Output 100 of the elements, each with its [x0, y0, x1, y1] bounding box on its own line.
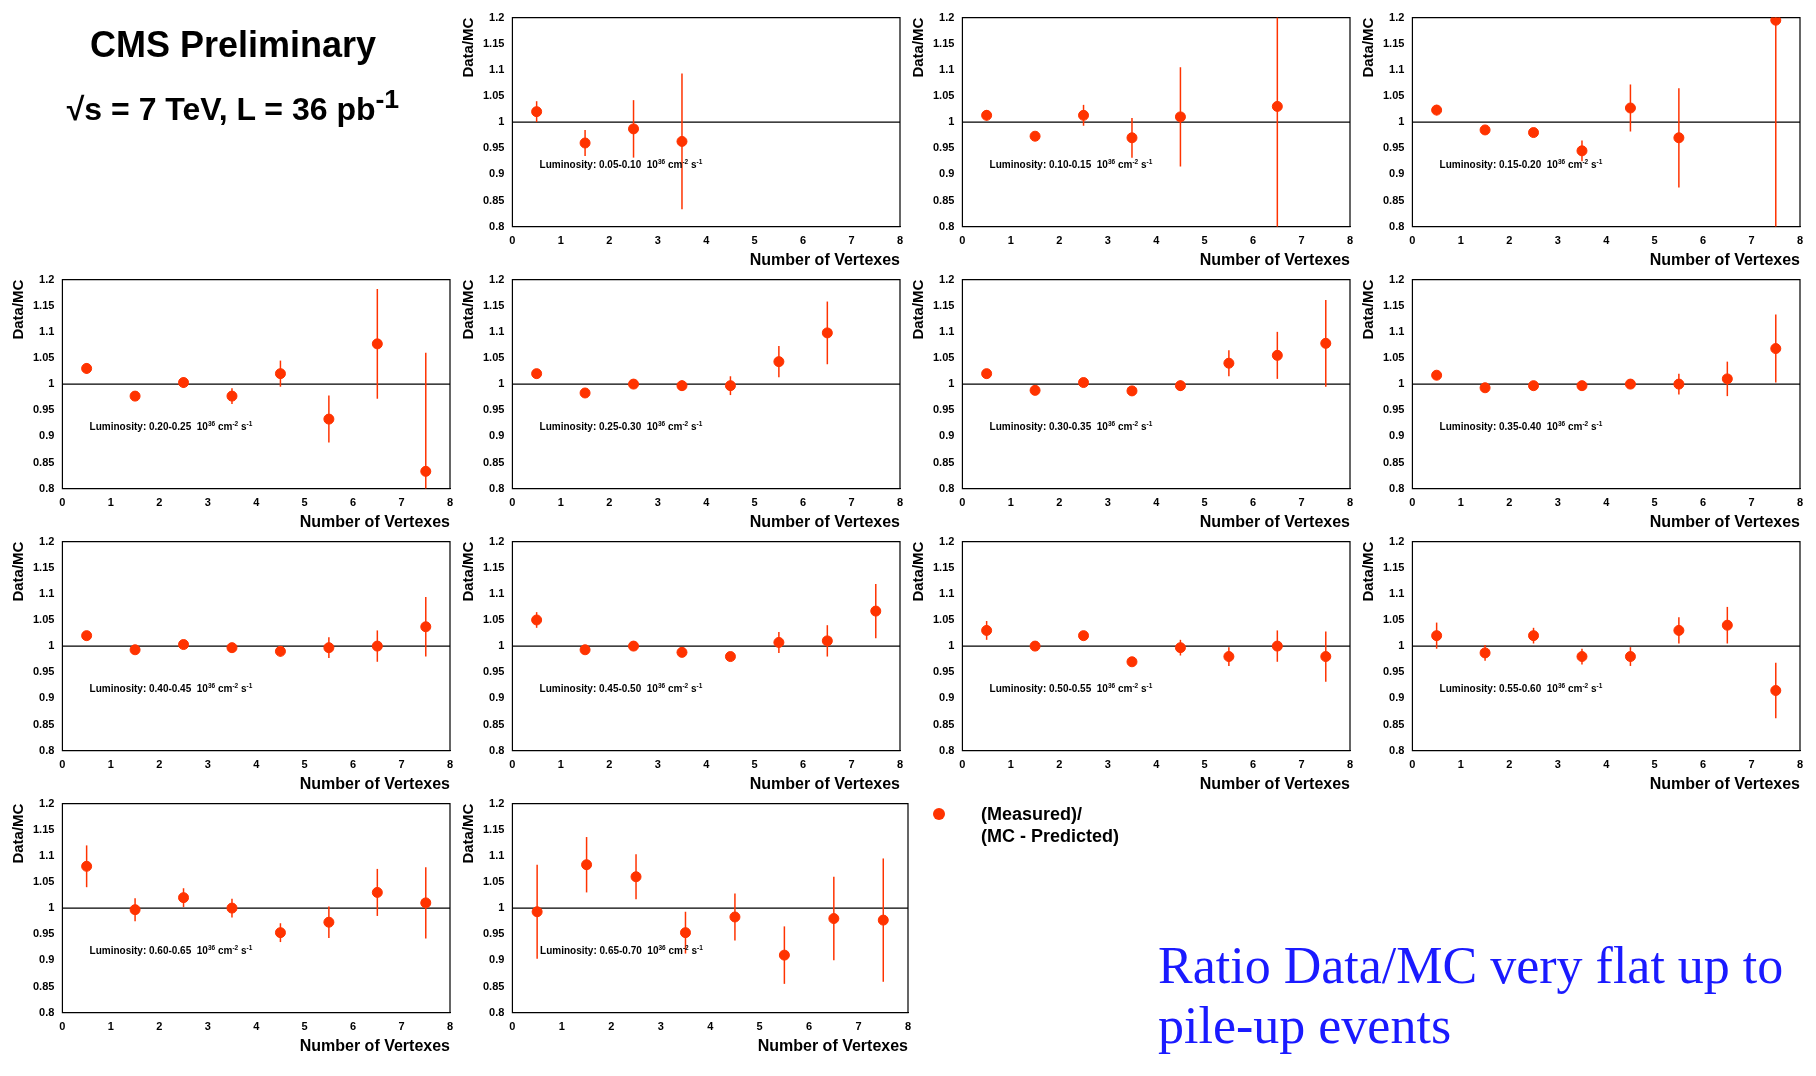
y-tick-label: 1.15 — [32, 298, 55, 311]
y-axis-title: Data/MC — [909, 279, 927, 340]
y-tick-label: 1.1 — [1389, 324, 1405, 337]
y-tick-label: 1.15 — [482, 298, 505, 311]
y-tick-label: 0.85 — [482, 717, 505, 730]
y-tick-label: 1.1 — [489, 62, 505, 75]
y-tick-label: 1.05 — [32, 351, 55, 364]
x-tick-label: 1 — [107, 1020, 114, 1033]
y-tick-label: 1 — [1398, 639, 1405, 652]
y-tick-label: 0.8 — [939, 219, 955, 232]
y-tick-label: 0.95 — [482, 665, 505, 678]
y-tick-label: 0.85 — [932, 455, 955, 468]
y-tick-label: 1.05 — [482, 351, 505, 364]
y-tick-label: 0.9 — [939, 167, 955, 180]
y-tick-label: 1.1 — [489, 586, 505, 599]
y-tick-label: 0.9 — [489, 691, 505, 704]
x-tick-label: 1 — [107, 758, 114, 771]
x-tick-label: 0 — [1409, 234, 1416, 247]
y-tick-label: 1.2 — [1389, 534, 1405, 547]
x-tick-label: 5 — [751, 758, 758, 771]
x-tick-label: 5 — [1651, 758, 1658, 771]
y-axis-title: Data/MC — [1359, 17, 1377, 78]
y-tick-label: 0.85 — [482, 455, 505, 468]
x-tick-label: 6 — [1250, 496, 1257, 509]
y-tick-label: 1.05 — [32, 875, 55, 888]
x-tick-label: 0 — [959, 496, 966, 509]
y-tick-label: 1.05 — [1382, 613, 1405, 626]
x-tick-label: 8 — [446, 1020, 454, 1033]
y-tick-label: 1 — [48, 901, 55, 914]
text: √s = 7 TeV, L = 36 pb$^{-1}$ — [66, 84, 400, 128]
x-tick-label: 3 — [204, 1020, 211, 1033]
y-tick-label: 0.9 — [39, 429, 55, 442]
y-tick-label: 1.1 — [39, 848, 55, 861]
y-tick-label: 1.1 — [489, 324, 505, 337]
x-tick-label: 2 — [1056, 758, 1063, 771]
x-tick-label: 6 — [806, 1020, 813, 1033]
x-axis-title: Number of Vertexes — [749, 774, 901, 792]
y-tick-label: 1.05 — [482, 875, 505, 888]
x-tick-label: 6 — [350, 758, 357, 771]
y-tick-label: 1.2 — [39, 534, 55, 547]
y-tick-label: 1.2 — [489, 796, 505, 809]
y-tick-label: 1.1 — [1389, 62, 1405, 75]
y-tick-label: 0.95 — [482, 141, 505, 154]
y-tick-label: 0.85 — [32, 717, 55, 730]
y-tick-label: 0.9 — [39, 691, 55, 704]
x-tick-label: 6 — [1700, 234, 1707, 247]
y-tick-label: 1.1 — [1389, 586, 1405, 599]
y-tick-label: 1.2 — [1389, 10, 1405, 23]
x-tick-label: 6 — [1700, 496, 1707, 509]
y-tick-label: 1.15 — [1382, 560, 1405, 573]
y-tick-label: 1.05 — [32, 613, 55, 626]
y-tick-label: 1 — [1398, 115, 1405, 128]
y-tick-label: 1.15 — [932, 298, 955, 311]
x-tick-label: 6 — [1700, 758, 1707, 771]
y-axis-title: Data/MC — [9, 803, 27, 864]
x-tick-label: 2 — [606, 496, 613, 509]
y-tick-label: 1.2 — [939, 272, 955, 285]
y-tick-label: 1.15 — [482, 822, 505, 835]
y-tick-label: 1.2 — [1389, 272, 1405, 285]
x-tick-label: 3 — [1104, 496, 1111, 509]
x-axis-title: Number of Vertexes — [749, 250, 901, 268]
x-tick-label: 2 — [156, 758, 163, 771]
y-tick-label: 1 — [1398, 377, 1405, 390]
y-tick-label: 0.95 — [1382, 141, 1405, 154]
y-tick-label: 0.9 — [489, 167, 505, 180]
x-tick-label: 7 — [855, 1020, 862, 1033]
y-tick-label: 0.95 — [32, 665, 55, 678]
x-tick-label: 1 — [1007, 496, 1014, 509]
x-tick-label: 5 — [751, 234, 758, 247]
x-tick-label: 1 — [1457, 758, 1464, 771]
x-tick-label: 8 — [1346, 758, 1354, 771]
y-tick-label: 1.2 — [489, 272, 505, 285]
x-tick-label: 8 — [1796, 234, 1804, 247]
x-axis-title: Number of Vertexes — [299, 774, 451, 792]
x-tick-label: 8 — [904, 1020, 912, 1033]
y-tick-label: 0.8 — [489, 219, 505, 232]
x-tick-label: 5 — [1651, 234, 1658, 247]
y-tick-label: 0.85 — [482, 193, 505, 206]
x-tick-label: 7 — [1298, 496, 1305, 509]
x-tick-label: 3 — [654, 758, 661, 771]
y-tick-label: 0.9 — [939, 691, 955, 704]
x-tick-label: 8 — [896, 496, 904, 509]
x-tick-label: 6 — [800, 234, 807, 247]
x-tick-label: 3 — [1554, 234, 1561, 247]
y-tick-label: 0.95 — [932, 665, 955, 678]
x-axis-title: Number of Vertexes — [1199, 512, 1351, 530]
y-axis-title: Data/MC — [9, 541, 27, 602]
x-tick-label: 2 — [1056, 496, 1063, 509]
x-tick-label: 0 — [1409, 758, 1416, 771]
y-tick-label: 1.15 — [32, 560, 55, 573]
y-tick-label: 1.05 — [482, 89, 505, 102]
x-tick-label: 1 — [557, 234, 564, 247]
x-tick-label: 0 — [959, 234, 966, 247]
x-tick-label: 4 — [1153, 234, 1161, 247]
x-tick-label: 7 — [848, 234, 855, 247]
y-axis-title: Data/MC — [9, 279, 27, 340]
x-tick-label: 1 — [557, 758, 564, 771]
x-tick-label: 5 — [751, 496, 758, 509]
y-tick-label: 0.85 — [482, 979, 505, 992]
y-tick-label: 1.15 — [932, 36, 955, 49]
